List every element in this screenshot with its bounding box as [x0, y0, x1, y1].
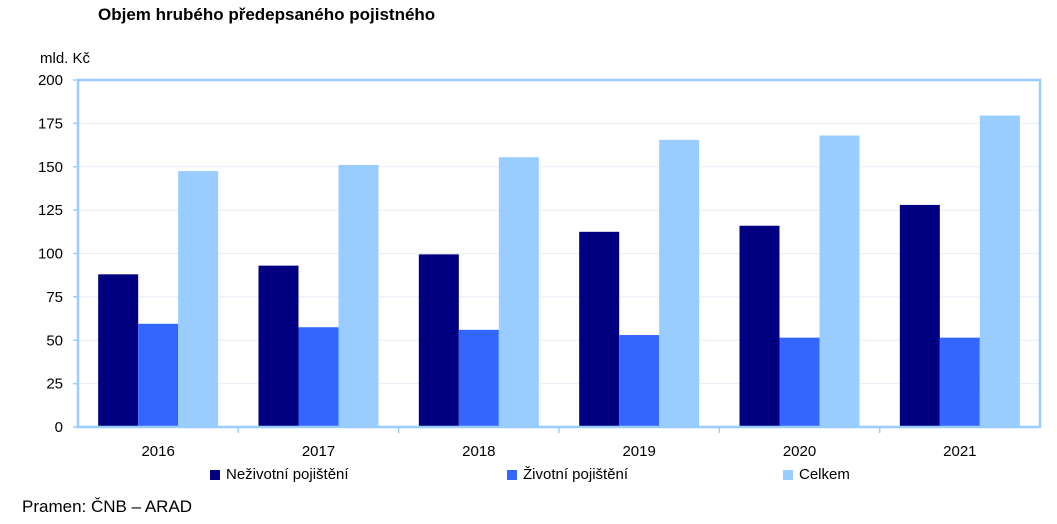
y-tick-label: 200 [38, 72, 63, 89]
source-note: Pramen: ČNB – ARAD [22, 497, 193, 516]
bar-nonlife [579, 231, 620, 427]
y-tick-label: 150 [38, 159, 63, 176]
y-tick-label: 100 [38, 246, 63, 263]
bar-total [979, 115, 1020, 427]
x-tick-label: 2018 [462, 443, 495, 460]
bar-nonlife [98, 274, 139, 427]
bar-life [619, 335, 660, 427]
bar-total [178, 171, 219, 427]
bar-life [779, 337, 820, 427]
legend-swatch-nonlife [210, 469, 220, 480]
x-tick-label: 2016 [141, 443, 174, 460]
bar-life [138, 323, 179, 427]
bar-life [458, 329, 499, 427]
x-tick-label: 2021 [943, 443, 976, 460]
bar-nonlife [739, 225, 780, 427]
bar-total [338, 165, 379, 427]
legend-item-total: Celkem [783, 466, 850, 483]
legend-label-total: Celkem [799, 466, 850, 483]
bar-total [498, 157, 539, 427]
chart-legend: Neživotní pojištění Životní pojištění Ce… [210, 466, 1010, 486]
x-tick-label: 2017 [302, 443, 335, 460]
bar-life [298, 327, 339, 427]
x-tick-label: 2020 [783, 443, 816, 460]
y-tick-label: 25 [46, 376, 63, 393]
legend-swatch-life [507, 469, 517, 480]
plot-frame [76, 78, 1042, 429]
y-tick-label: 50 [46, 332, 63, 349]
bar-life [939, 337, 980, 427]
bar-nonlife [418, 254, 459, 427]
legend-swatch-total [783, 469, 793, 480]
y-tick-label: 125 [38, 202, 63, 219]
legend-label-nonlife: Neživotní pojištění [226, 466, 349, 483]
bar-nonlife [258, 265, 299, 427]
x-tick-label: 2019 [622, 443, 655, 460]
legend-item-nonlife: Neživotní pojištění [210, 466, 349, 483]
y-tick-label: 0 [55, 419, 63, 436]
y-tick-label: 175 [38, 115, 63, 132]
legend-item-life: Životní pojištění [507, 466, 628, 483]
bar-total [659, 139, 700, 428]
y-tick-label: 75 [46, 289, 63, 306]
legend-label-life: Životní pojištění [523, 466, 629, 483]
chart-title: Objem hrubého předepsaného pojistného [98, 5, 436, 24]
y-axis-unit-label: mld. Kč [40, 50, 91, 67]
bar-nonlife [899, 204, 940, 427]
bar-total [819, 135, 860, 427]
